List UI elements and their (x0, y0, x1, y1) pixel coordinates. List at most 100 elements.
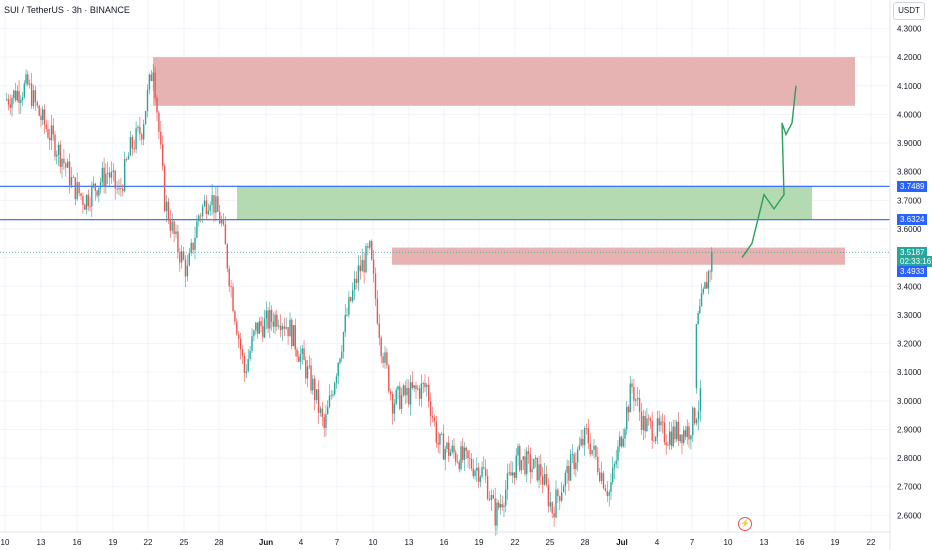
candle-body (683, 430, 685, 444)
supply-zone (392, 247, 845, 265)
candle-body (455, 452, 457, 462)
candle-body (207, 210, 209, 215)
candle-body (114, 170, 116, 189)
candle-body (612, 467, 614, 483)
candle-body (133, 148, 135, 150)
candle-body (580, 438, 582, 446)
candle-body (361, 259, 363, 272)
candle-body (684, 430, 687, 437)
candle-body (498, 502, 500, 508)
candle-body (355, 278, 358, 283)
candle-body (198, 215, 200, 222)
level-badge-upper: 3.7489 (897, 181, 928, 192)
candle-body (660, 421, 662, 426)
candle-body (677, 421, 680, 442)
candle-body (105, 173, 107, 186)
level-badge-lower: 3.6324 (897, 214, 928, 225)
candle-body (393, 403, 396, 414)
candle-body (571, 454, 574, 456)
candle-body (56, 154, 58, 157)
candle-body (646, 418, 648, 432)
price-axis: 4.3000 4.2000 4.1000 4.0000 3.9000 3.8000 3.70… (889, 0, 922, 550)
candle-body (38, 105, 40, 116)
candle-body (163, 165, 166, 212)
candle-body (45, 124, 47, 129)
candle-body (479, 476, 481, 482)
candle-body (50, 125, 53, 141)
candle-body (697, 313, 699, 325)
candle-body (638, 398, 641, 412)
lightning-icon[interactable]: ⚡ (738, 517, 752, 531)
candle-body (148, 74, 151, 90)
candle-body (406, 388, 408, 396)
candle-body (330, 395, 332, 396)
candle-body (328, 395, 331, 408)
candle-body (453, 445, 455, 453)
candle-body (704, 282, 706, 289)
candle-body (353, 278, 356, 290)
candle-body (513, 472, 516, 478)
candle-body (439, 433, 441, 445)
chart-grid (0, 0, 890, 532)
candle-body (428, 384, 430, 402)
candle-body (613, 464, 616, 468)
time-tick-label: 13 (760, 538, 769, 547)
candle-body (63, 158, 65, 164)
demand-zone (237, 186, 812, 220)
candle-body (263, 318, 266, 338)
currency-button[interactable]: USDT (893, 2, 925, 20)
candle-body (171, 221, 173, 231)
candle-body (352, 289, 354, 302)
candle-body (656, 418, 659, 438)
candle-body (272, 321, 275, 327)
candle-body (281, 326, 284, 331)
candle-body (211, 194, 213, 206)
time-tick-label: 16 (440, 538, 449, 547)
candle-body (65, 163, 67, 168)
candle-body (637, 398, 639, 400)
candle-body (42, 109, 44, 120)
candle-body (217, 196, 219, 212)
candle-body (617, 446, 619, 461)
candle-body (20, 99, 22, 103)
candle-body (317, 389, 320, 413)
candle-body (591, 449, 593, 455)
candle-body (476, 467, 478, 471)
candle-body (562, 486, 565, 493)
candle-body (277, 325, 280, 327)
candle-body (314, 378, 316, 401)
candle-body (335, 376, 338, 384)
time-tick-label: 10 (1, 538, 10, 547)
price-tick-label: 3.6000 (897, 225, 922, 234)
candle-body (6, 99, 8, 101)
candle-body (325, 414, 327, 428)
candle-body (395, 389, 397, 404)
candle-body (54, 134, 56, 157)
candle-body (249, 350, 251, 359)
candle-body (101, 167, 104, 183)
candle-body (181, 251, 183, 263)
price-tick-label: 2.6000 (897, 511, 922, 520)
candle-body (494, 498, 496, 526)
candle-body (321, 408, 323, 418)
candle-body (190, 242, 192, 254)
candle-body (690, 435, 692, 440)
candle-body (92, 183, 95, 186)
candle-body (301, 348, 303, 355)
candle-body (146, 89, 149, 112)
candle-body (458, 462, 460, 470)
time-tick-label: 16 (796, 538, 805, 547)
candle-body (306, 366, 309, 379)
candle-body (510, 472, 512, 476)
candle-body (16, 90, 18, 101)
candle-body (700, 293, 703, 307)
candle-body (382, 356, 384, 363)
candle-body (600, 472, 603, 481)
candle-body (547, 484, 550, 507)
candle-body (283, 326, 285, 329)
candle-body (253, 330, 255, 337)
candle-body (619, 436, 621, 447)
candle-body (120, 188, 122, 189)
price-tick-label: 4.1000 (897, 82, 922, 91)
